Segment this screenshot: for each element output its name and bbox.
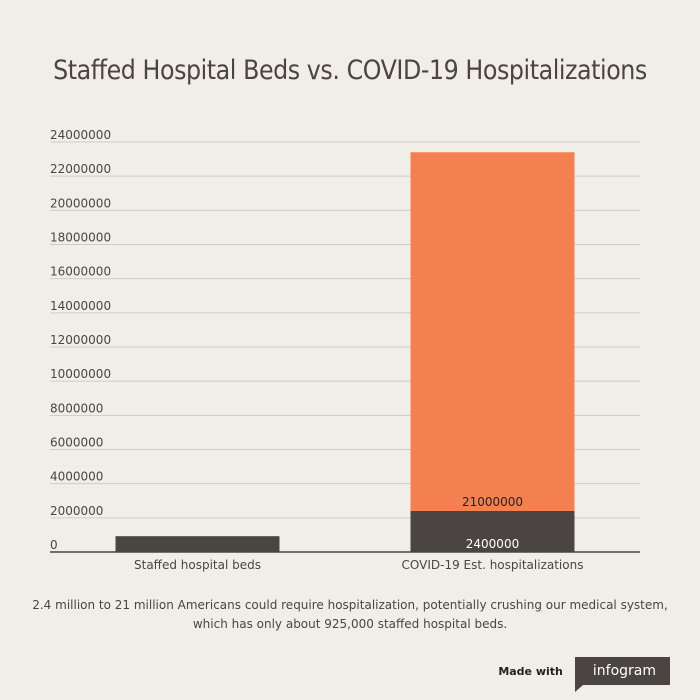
y-tick-label: 18000000 (50, 231, 111, 245)
y-tick-label: 12000000 (50, 333, 111, 347)
data-label: 2400000 (466, 537, 519, 551)
y-tick-label: 14000000 (50, 299, 111, 313)
caption-line-1: 2.4 million to 21 million Americans coul… (32, 598, 668, 612)
y-tick-label: 0 (50, 538, 58, 552)
y-tick-label: 4000000 (50, 470, 103, 484)
y-tick-label: 8000000 (50, 401, 103, 415)
x-tick-label: Staffed hospital beds (134, 558, 261, 572)
y-tick-label: 10000000 (50, 367, 111, 381)
y-tick-label: 6000000 (50, 436, 103, 450)
y-tick-label: 2000000 (50, 504, 103, 518)
data-label: 21000000 (462, 495, 523, 509)
bar-segment (410, 511, 575, 552)
caption-line-2: which has only about 925,000 staffed hos… (192, 617, 508, 631)
y-tick-label: 16000000 (50, 265, 111, 279)
bar-chart: 0 2000000 4000000 6000000 8000000 10000000 120… (50, 128, 640, 572)
x-tick-label: COVID-19 Est. hospitalizations (402, 558, 584, 572)
y-tick-label: 24000000 (50, 128, 111, 142)
bar-segment (115, 536, 280, 552)
infogram-logo[interactable]: infogram (574, 657, 670, 692)
y-tick-label: 20000000 (50, 196, 111, 210)
y-tick-label: 22000000 (50, 162, 111, 176)
chart-caption: 2.4 million to 21 million Americans coul… (30, 596, 670, 634)
made-with-label: Made with (498, 664, 563, 678)
bar-segment (410, 152, 575, 511)
footer: Made with infogram (498, 657, 670, 692)
chart-title: Staffed Hospital Beds vs. COVID-19 Hospi… (53, 55, 647, 86)
